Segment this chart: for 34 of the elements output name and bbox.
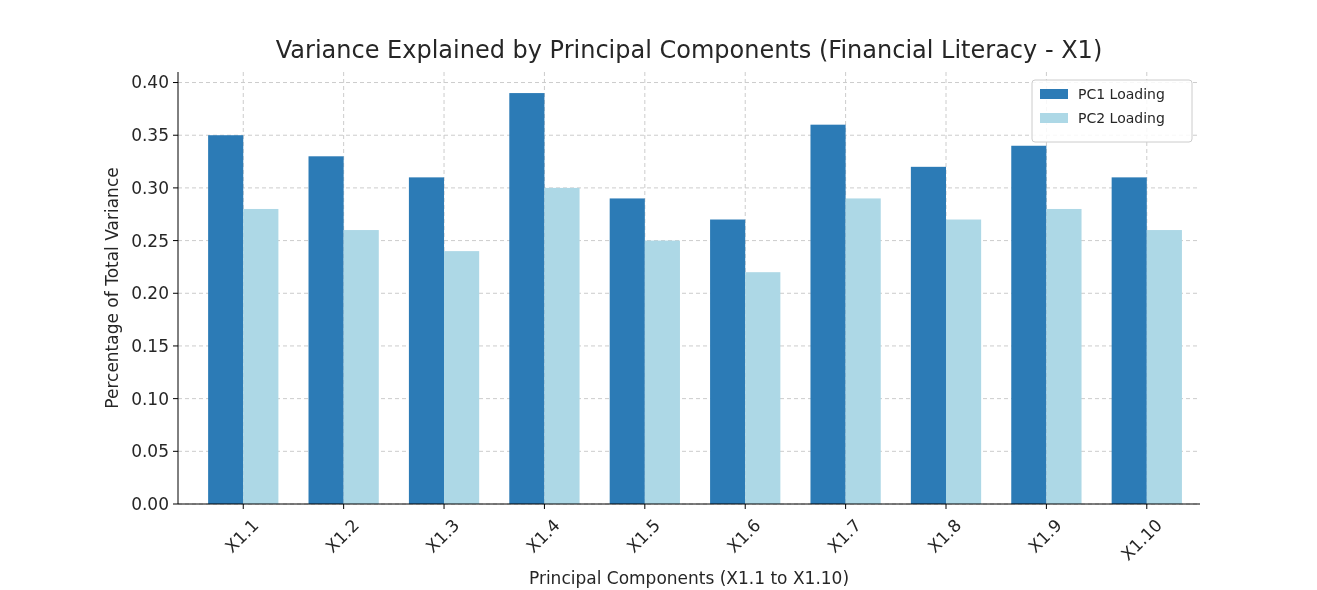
bar	[1111, 177, 1147, 504]
bar	[444, 251, 480, 504]
bar	[408, 177, 445, 504]
bar	[1046, 208, 1082, 504]
y-tick-label: 0.40	[131, 72, 169, 93]
bar	[308, 156, 344, 504]
bar	[208, 135, 244, 504]
bar	[243, 208, 279, 504]
bar	[946, 219, 982, 504]
y-tick-label: 0.05	[131, 441, 169, 462]
legend-label: PC1 Loading	[1078, 85, 1165, 102]
y-tick-label: 0.10	[131, 388, 169, 409]
y-tick-label: 0.20	[131, 283, 169, 304]
bar	[745, 272, 781, 504]
bar	[910, 166, 947, 504]
y-tick-label: 0.15	[131, 335, 169, 356]
bar	[845, 198, 881, 504]
bar	[710, 219, 746, 504]
bar	[509, 93, 545, 504]
y-tick-label: 0.35	[131, 125, 169, 146]
bar	[644, 240, 680, 504]
y-axis-title: Percentage of Total Variance	[102, 167, 122, 409]
y-tick-label: 0.00	[131, 493, 169, 514]
x-axis-title: Principal Components (X1.1 to X1.10)	[528, 568, 850, 588]
y-tick-label: 0.25	[131, 230, 169, 251]
y-tick-label: 0.30	[131, 177, 169, 198]
bar	[609, 198, 645, 504]
chart-title: Variance Explained by Principal Components (Financial Literacy - X1)	[275, 36, 1103, 64]
bar	[810, 124, 846, 504]
bar	[343, 230, 379, 504]
bar	[544, 187, 580, 504]
bar	[1011, 145, 1047, 504]
legend-label: PC2 Loading	[1078, 109, 1165, 126]
bar	[1146, 230, 1182, 504]
